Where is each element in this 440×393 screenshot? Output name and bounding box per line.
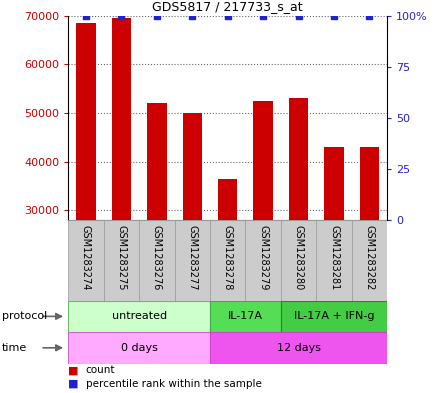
Bar [183,113,202,220]
Bar [147,103,167,220]
Bar [210,332,387,364]
Bar [210,220,246,301]
Bar [289,98,308,220]
Bar [360,147,379,220]
Point [260,13,267,19]
Bar [281,220,316,301]
Text: protocol: protocol [2,311,48,321]
Bar [210,301,281,332]
Text: GSM1283280: GSM1283280 [293,225,304,290]
Text: GSM1283278: GSM1283278 [223,225,233,290]
Text: IL-17A: IL-17A [228,311,263,321]
Text: ■: ■ [68,365,79,375]
Bar [68,332,210,364]
Point [153,13,160,19]
Text: IL-17A + IFN-g: IL-17A + IFN-g [294,311,374,321]
Text: GSM1283281: GSM1283281 [329,225,339,290]
Text: 12 days: 12 days [277,343,321,353]
Bar [316,220,352,301]
Text: count: count [86,365,115,375]
Point [82,13,89,19]
Point [118,13,125,19]
Text: 0 days: 0 days [121,343,158,353]
Bar [324,147,344,220]
Text: GSM1283276: GSM1283276 [152,225,162,290]
Bar [253,101,273,220]
Text: percentile rank within the sample: percentile rank within the sample [86,379,262,389]
Text: GSM1283277: GSM1283277 [187,225,197,290]
Bar [246,220,281,301]
Text: GSM1283282: GSM1283282 [364,225,374,290]
Point [295,13,302,19]
Bar [139,220,175,301]
Bar [281,301,387,332]
Bar [68,301,210,332]
Bar [175,220,210,301]
Text: untreated: untreated [111,311,167,321]
Title: GDS5817 / 217733_s_at: GDS5817 / 217733_s_at [152,0,303,13]
Point [224,13,231,19]
Point [366,13,373,19]
Bar [112,18,131,220]
Bar [104,220,139,301]
Bar [352,220,387,301]
Text: GSM1283274: GSM1283274 [81,225,91,290]
Point [330,13,337,19]
Text: ■: ■ [68,379,79,389]
Point [189,13,196,19]
Text: GSM1283275: GSM1283275 [116,225,126,290]
Bar [68,220,104,301]
Bar [76,23,95,220]
Bar [218,179,238,220]
Text: GSM1283279: GSM1283279 [258,225,268,290]
Text: time: time [2,343,27,353]
